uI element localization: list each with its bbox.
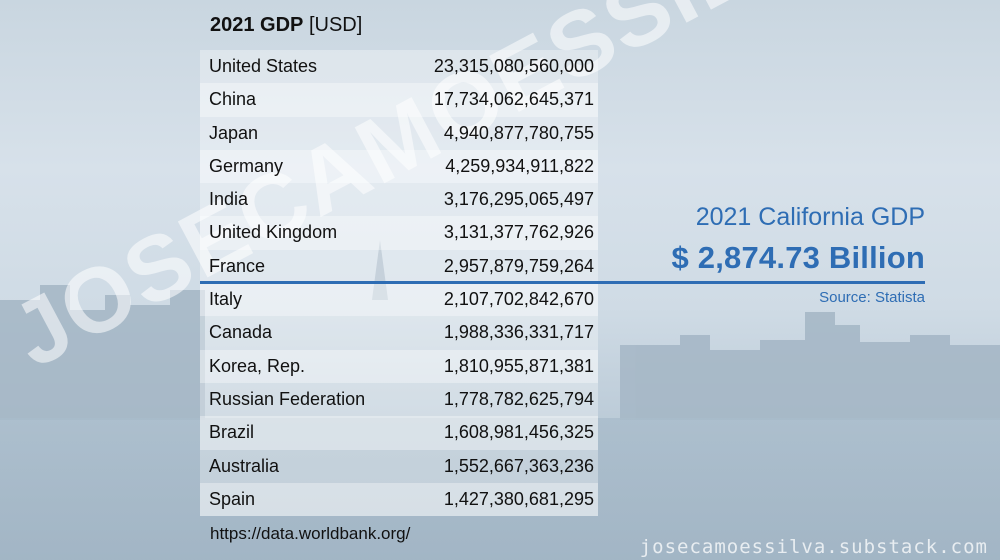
country-cell: Canada — [209, 322, 273, 343]
country-cell: Spain — [209, 488, 256, 509]
country-cell: Italy — [209, 289, 243, 310]
country-cell: Australia — [209, 455, 280, 476]
table-body: United States 23,315,080,560,000 China 17,… — [200, 50, 598, 517]
california-threshold-line — [200, 281, 925, 284]
california-callout-title: 2021 California GDP — [695, 203, 925, 231]
gdp-cell: 2,107,702,842,670 — [443, 289, 594, 310]
table-row: China 17,734,062,645,371 — [200, 83, 598, 117]
country-cell: Germany — [209, 155, 284, 176]
table-row: France 2,957,879,759,264 — [200, 249, 598, 284]
country-cell: United States — [209, 56, 318, 76]
california-callout-source: Source: Statista — [819, 289, 925, 306]
gdp-cell: 1,778,782,625,794 — [443, 388, 594, 409]
table-row: Italy 2,107,702,842,670 — [200, 283, 598, 317]
table-row: United Kingdom 3,131,377,762,926 — [200, 216, 598, 250]
country-cell: Russian Federation — [209, 388, 366, 409]
table-row: Germany 4,259,934,911,822 — [200, 149, 598, 184]
table-row: India 3,176,295,065,497 — [200, 183, 598, 217]
gdp-cell: 1,988,336,331,717 — [443, 322, 594, 343]
footer-credit: josecamoessilva.substack.com — [639, 536, 988, 558]
table-row: Spain 1,427,380,681,295 — [200, 482, 598, 517]
country-cell: China — [209, 89, 257, 110]
gdp-cell: 1,608,981,456,325 — [443, 422, 594, 443]
table-row: Australia 1,552,667,363,236 — [200, 449, 598, 483]
table-row: United States 23,315,080,560,000 — [200, 50, 598, 84]
table-row: Russian Federation 1,778,782,625,794 — [200, 382, 598, 417]
california-callout-value: $ 2,874.73 Billion — [671, 240, 925, 275]
table-row: Canada 1,988,336,331,717 — [200, 316, 598, 350]
gdp-cell: 1,810,955,871,381 — [443, 355, 594, 376]
gdp-table: 2021 GDP [USD] United States 23,315,080,5… — [200, 0, 598, 560]
gdp-cell: 1,552,667,363,236 — [443, 455, 594, 476]
table-row: Brazil 1,608,981,456,325 — [200, 416, 598, 450]
gdp-cell: 4,940,877,780,755 — [443, 122, 594, 143]
country-cell: India — [209, 189, 249, 210]
country-cell: Japan — [209, 122, 259, 143]
table-row: Japan 4,940,877,780,755 — [200, 116, 598, 150]
table-title-main: 2021 GDP — [210, 14, 304, 36]
gdp-cell: 23,315,080,560,000 — [433, 56, 594, 76]
gdp-cell: 3,131,377,762,926 — [443, 222, 594, 243]
gdp-cell: 17,734,062,645,371 — [433, 89, 594, 110]
country-cell: Brazil — [209, 422, 255, 443]
gdp-cell: 1,427,380,681,295 — [443, 488, 594, 509]
table-row: Korea, Rep. 1,810,955,871,381 — [200, 349, 598, 383]
country-cell: United Kingdom — [209, 222, 338, 243]
country-cell: Korea, Rep. — [209, 355, 306, 376]
country-cell: France — [209, 255, 266, 276]
gdp-cell: 2,957,879,759,264 — [443, 255, 594, 276]
data-source-url: https://data.worldbank.org/ — [210, 524, 411, 543]
table-title: 2021 GDP [USD] — [210, 14, 362, 37]
gdp-cell: 4,259,934,911,822 — [445, 155, 594, 176]
table-title-unit: [USD] — [308, 14, 363, 36]
gdp-cell: 3,176,295,065,497 — [443, 189, 594, 210]
